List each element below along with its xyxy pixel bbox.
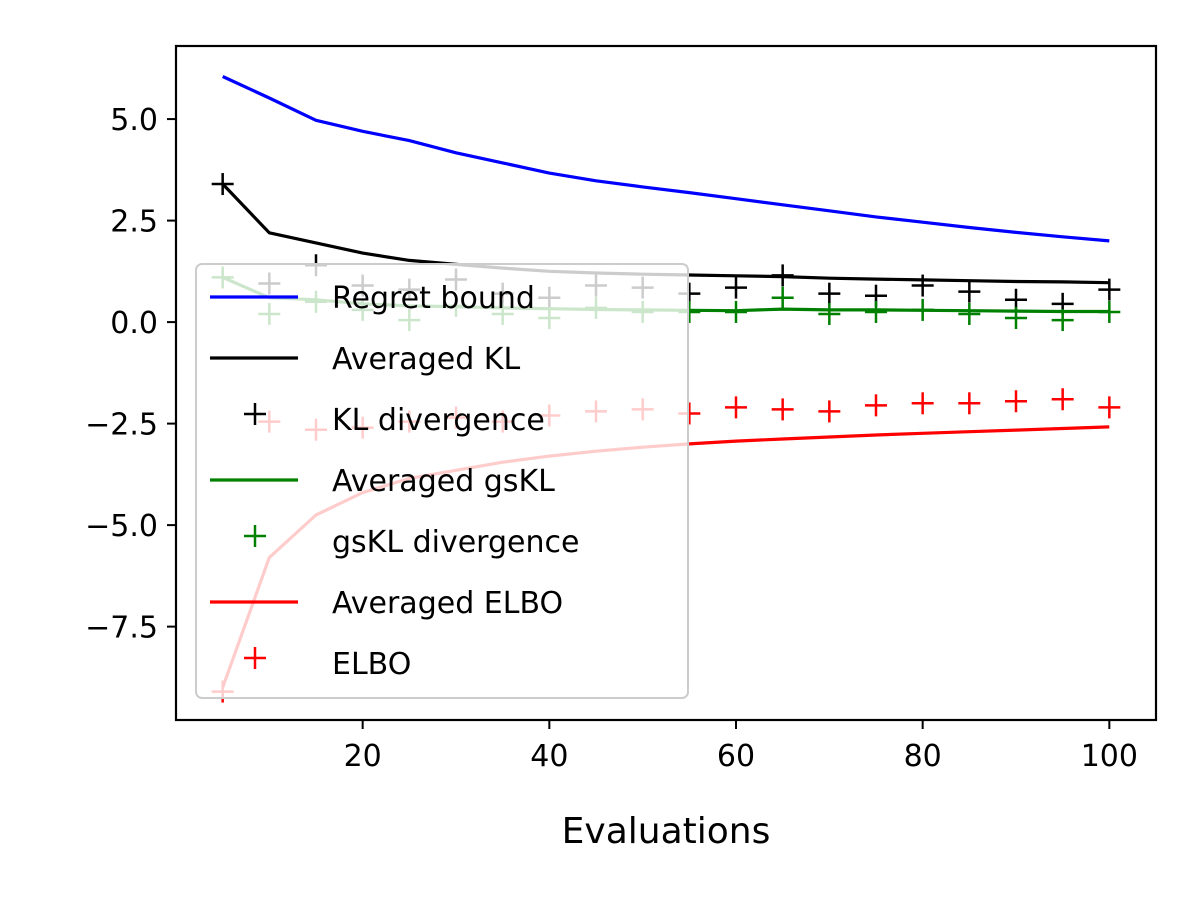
elbo-point (771, 398, 794, 421)
kl-divergence-point (911, 274, 934, 297)
legend-swatch-marker (244, 403, 266, 425)
gskl-divergence-point (1005, 307, 1027, 330)
kl-divergence-point (211, 173, 234, 196)
elbo-point (818, 400, 841, 423)
x-tick-label: 40 (530, 739, 568, 774)
kl-divergence-point (958, 280, 981, 303)
elbo-point (1005, 390, 1027, 413)
y-tick-label: −2.5 (85, 408, 158, 443)
elbo-point (725, 396, 747, 419)
legend-label: ELBO (332, 647, 411, 682)
gskl-divergence-point (865, 300, 887, 323)
elbo-point (911, 392, 934, 415)
gskl-divergence-point (725, 300, 747, 323)
y-tick-label: −5.0 (85, 509, 158, 544)
x-tick-label: 80 (904, 739, 942, 774)
legend-item-kl-divergence: KL divergence (244, 403, 545, 438)
y-tick-label: −7.5 (85, 611, 158, 646)
gskl-divergence-point (1098, 300, 1121, 323)
legend-item-averaged-kl: Averaged KL (210, 342, 520, 377)
y-tick-label: 2.5 (110, 205, 158, 240)
x-tick-label: 60 (717, 739, 755, 774)
legend-item-gskl-divergence: gsKL divergence (244, 525, 579, 560)
elbo-point (865, 394, 887, 417)
regret-bound-line (222, 75, 1110, 243)
legend-box (195, 263, 689, 699)
elbo-point (958, 392, 981, 415)
elbo-point (1051, 388, 1074, 411)
gskl-divergence-point (818, 302, 841, 325)
legend-label: KL divergence (332, 403, 545, 438)
legend-label: Averaged gsKL (332, 464, 555, 499)
x-tick-label: 100 (1081, 739, 1138, 774)
legend-label: Averaged ELBO (332, 586, 563, 621)
legend-item-averaged-elbo: Averaged ELBO (210, 586, 563, 621)
y-tick-label: 0.0 (110, 306, 158, 341)
kl-divergence-point (818, 282, 841, 305)
x-axis-title: Evaluations (562, 811, 771, 852)
kl-divergence-point (725, 276, 747, 299)
legend-item-elbo: ELBO (244, 647, 411, 682)
legend-item-averaged-gskl: Averaged gsKL (210, 464, 555, 499)
x-tick-label: 20 (344, 739, 382, 774)
gskl-divergence-point (771, 286, 794, 309)
legend-label: Averaged KL (332, 342, 520, 377)
gskl-divergence-point (911, 298, 934, 321)
legend-label: gsKL divergence (332, 525, 579, 560)
y-tick-label: 5.0 (110, 103, 158, 138)
plot-frame (174, 44, 1158, 722)
y-axis: 5.0 2.5 0.0 −2.5 −5.0 −7.5 (85, 103, 176, 646)
gskl-divergence-point (1051, 309, 1074, 332)
legend-label: Regret bound (332, 281, 535, 316)
kl-divergence-point (771, 264, 794, 287)
series-regret-bound (222, 75, 1110, 243)
elbo-point (1098, 396, 1121, 419)
legend: Regret bound Averaged KL KL divergence Aver… (195, 263, 689, 699)
legend-swatch-marker (244, 647, 266, 669)
kl-divergence-point (1098, 278, 1121, 301)
legend-item-regret-bound: Regret bound (210, 281, 535, 316)
legend-swatch-marker (244, 525, 266, 547)
x-axis: 20 40 60 80 100 (344, 720, 1138, 774)
gskl-divergence-point (958, 302, 981, 325)
